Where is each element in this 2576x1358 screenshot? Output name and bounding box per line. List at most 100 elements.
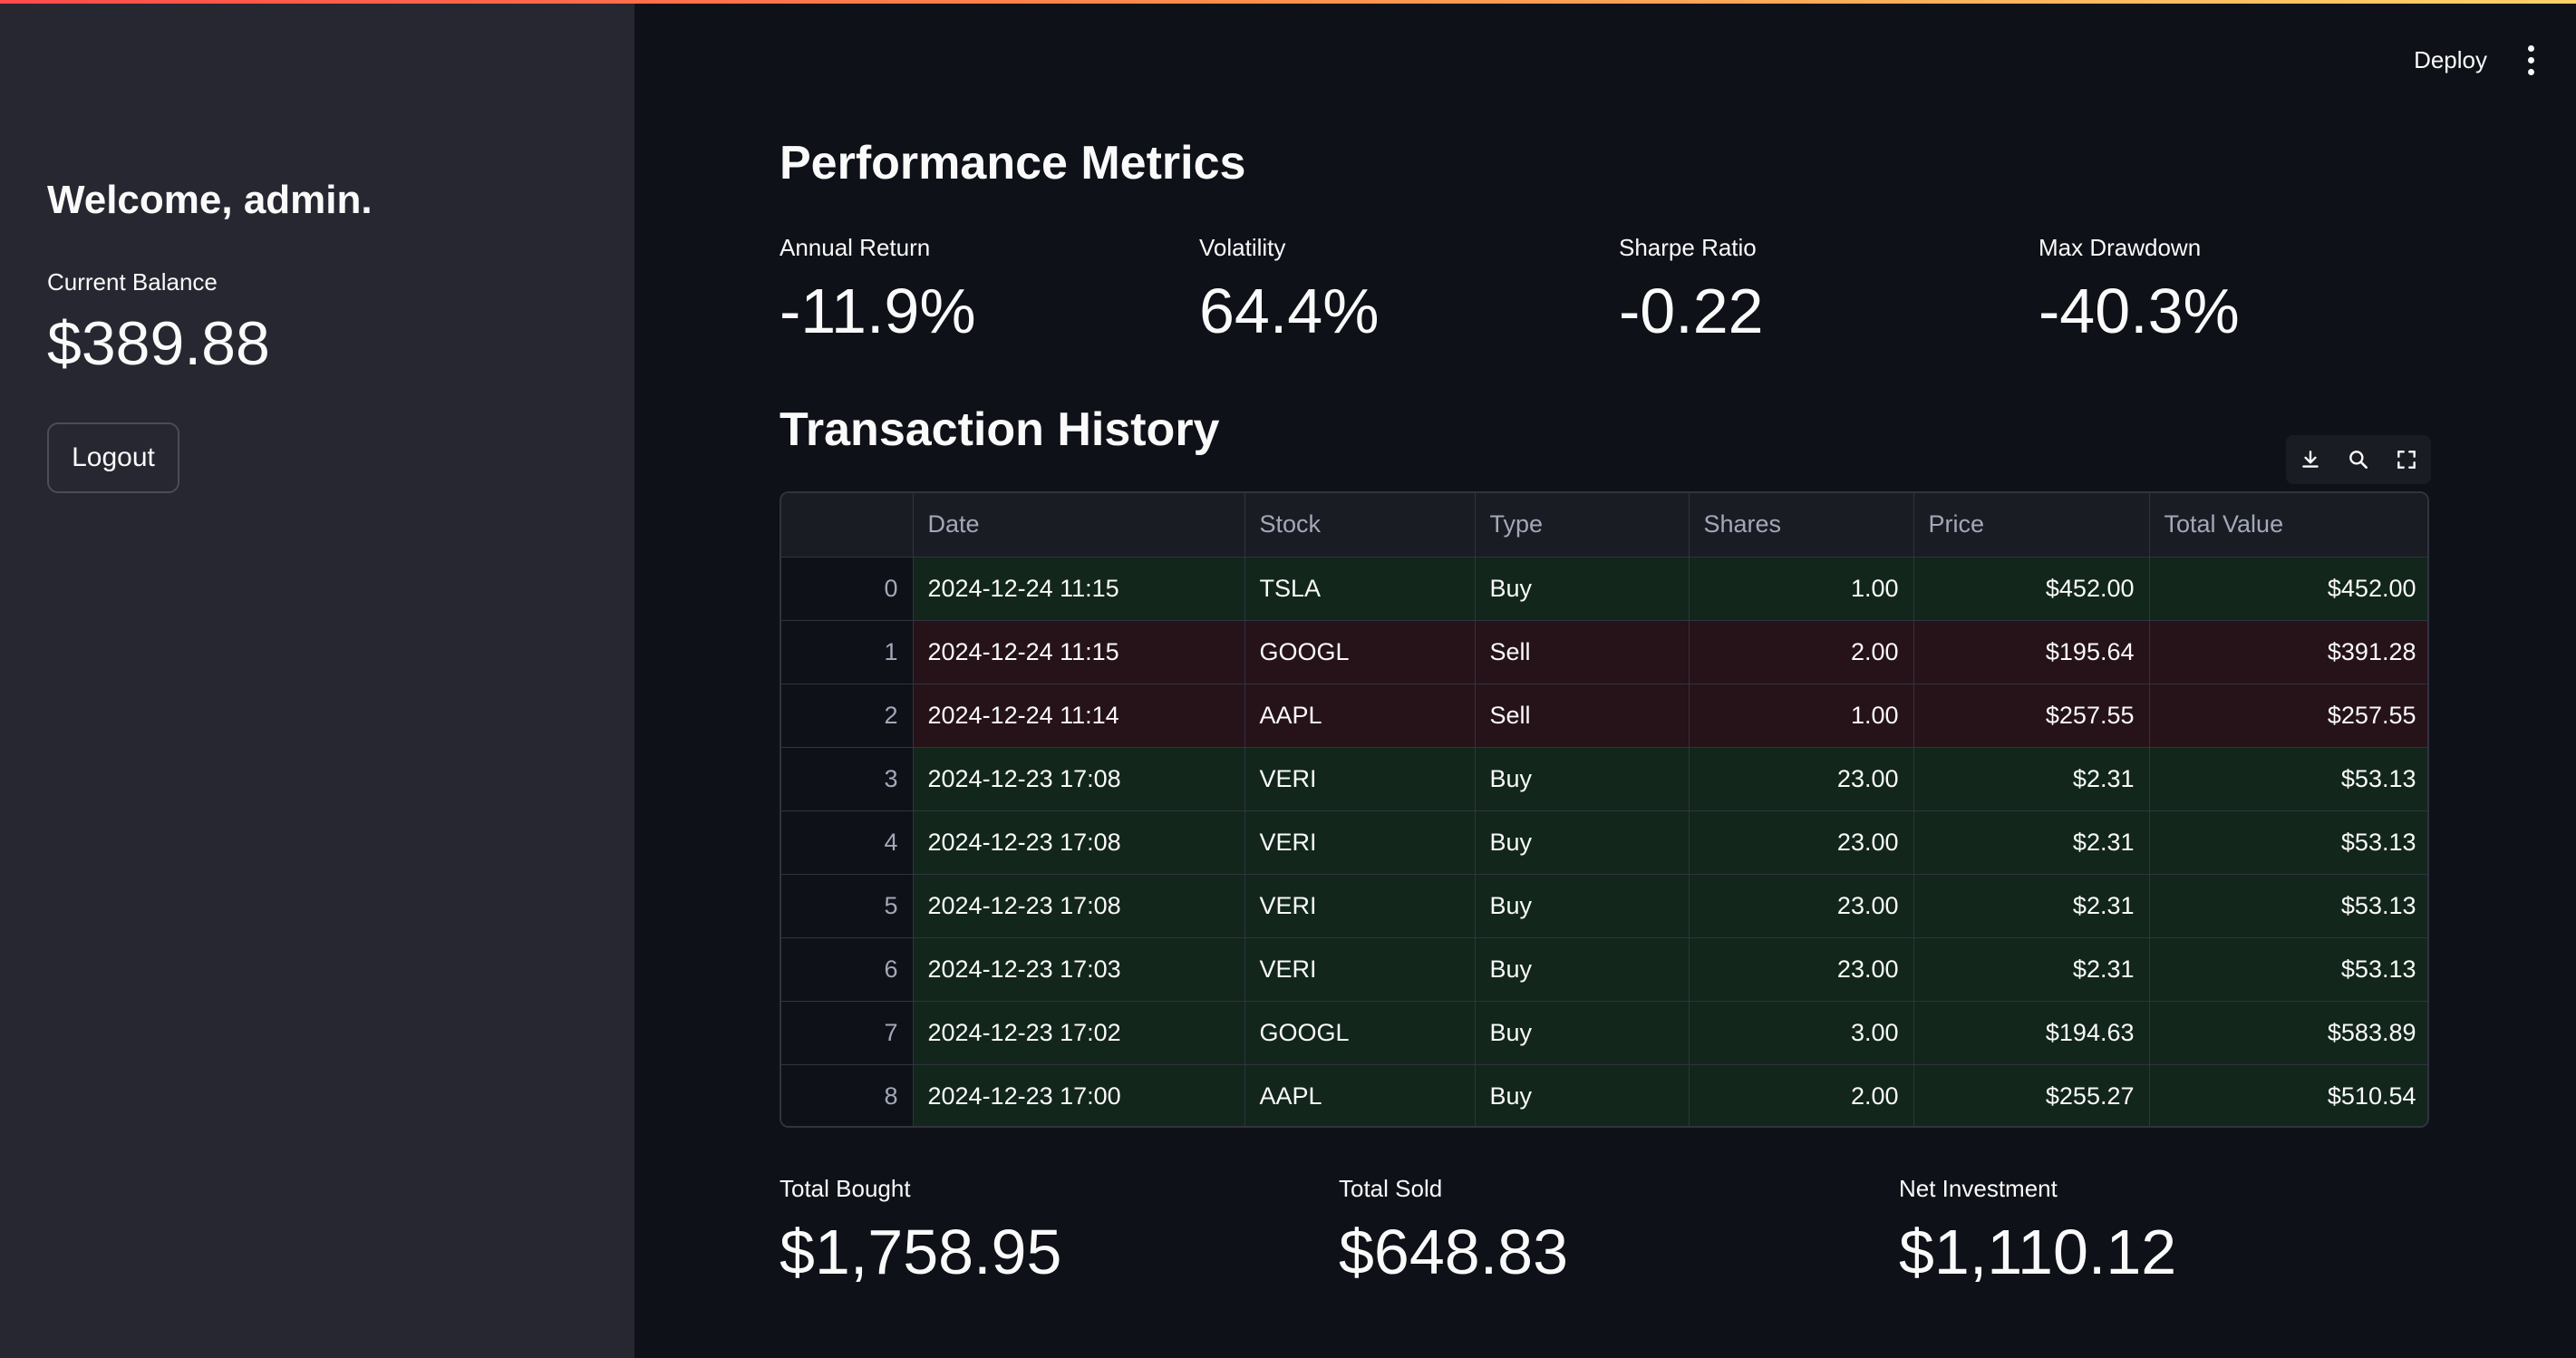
column-header-total-value[interactable]: Total Value — [2149, 493, 2427, 558]
balance-label: Current Balance — [47, 268, 218, 296]
metric-value: -11.9% — [780, 276, 976, 346]
stock-cell[interactable]: VERI — [1244, 937, 1476, 1002]
stock-cell[interactable]: AAPL — [1244, 684, 1476, 748]
shares-cell[interactable]: 3.00 — [1689, 1001, 1914, 1065]
total-value-cell[interactable]: $257.55 — [2149, 684, 2427, 748]
type-cell[interactable]: Sell — [1475, 620, 1690, 684]
table-row[interactable]: 0 2024-12-24 11:15 TSLA Buy 1.00 $452.00 $452.… — [781, 557, 2427, 621]
row-index-cell[interactable]: 0 — [781, 557, 914, 621]
price-cell[interactable]: $2.31 — [1913, 874, 2150, 938]
fullscreen-icon[interactable] — [2395, 448, 2418, 471]
date-cell[interactable]: 2024-12-23 17:08 — [913, 810, 1245, 875]
date-cell[interactable]: 2024-12-23 17:03 — [913, 937, 1245, 1002]
metric-max-drawdown: Max Drawdown -40.3% — [2039, 234, 2240, 347]
row-index-cell[interactable]: 3 — [781, 747, 914, 811]
table-row[interactable]: 3 2024-12-23 17:08 VERI Buy 23.00 $2.31 $53.13 — [781, 747, 2427, 811]
date-cell[interactable]: 2024-12-23 17:08 — [913, 874, 1245, 938]
price-cell[interactable]: $195.64 — [1913, 620, 2150, 684]
shares-cell[interactable]: 23.00 — [1689, 937, 1914, 1002]
shares-cell[interactable]: 2.00 — [1689, 1064, 1914, 1126]
row-index-cell[interactable]: 7 — [781, 1001, 914, 1065]
logout-button[interactable]: Logout — [47, 422, 179, 493]
table-row[interactable]: 8 2024-12-23 17:00 AAPL Buy 2.00 $255.27 $510.… — [781, 1064, 2427, 1126]
welcome-heading: Welcome, admin. — [47, 178, 373, 222]
date-cell[interactable]: 2024-12-23 17:02 — [913, 1001, 1245, 1065]
column-header-price[interactable]: Price — [1913, 493, 2150, 558]
shares-cell[interactable]: 1.00 — [1689, 684, 1914, 748]
shares-cell[interactable]: 1.00 — [1689, 557, 1914, 621]
type-cell[interactable]: Buy — [1475, 1064, 1690, 1126]
table-row[interactable]: 1 2024-12-24 11:15 GOOGL Sell 2.00 $195.64 $39… — [781, 620, 2427, 684]
header-actions: Deploy — [2414, 45, 2540, 75]
search-icon[interactable] — [2347, 448, 2370, 471]
table-row[interactable]: 2 2024-12-24 11:14 AAPL Sell 1.00 $257.55 $257… — [781, 684, 2427, 748]
stock-cell[interactable]: AAPL — [1244, 1064, 1476, 1126]
total-value-cell[interactable]: $391.28 — [2149, 620, 2427, 684]
total-value-cell[interactable]: $510.54 — [2149, 1064, 2427, 1126]
type-cell[interactable]: Buy — [1475, 1001, 1690, 1065]
date-cell[interactable]: 2024-12-24 11:15 — [913, 620, 1245, 684]
row-index-cell[interactable]: 6 — [781, 937, 914, 1002]
price-cell[interactable]: $255.27 — [1913, 1064, 2150, 1126]
summary-label: Total Bought — [780, 1175, 911, 1202]
metric-label: Volatility — [1199, 234, 1286, 261]
row-index-cell[interactable]: 1 — [781, 620, 914, 684]
column-header-stock[interactable]: Stock — [1244, 493, 1476, 558]
price-cell[interactable]: $452.00 — [1913, 557, 2150, 621]
shares-cell[interactable]: 2.00 — [1689, 620, 1914, 684]
shares-cell[interactable]: 23.00 — [1689, 747, 1914, 811]
transaction-table[interactable]: Date Stock Type Shares Price Total Value… — [780, 491, 2429, 1128]
stock-cell[interactable]: VERI — [1244, 874, 1476, 938]
type-cell[interactable]: Buy — [1475, 874, 1690, 938]
price-cell[interactable]: $2.31 — [1913, 747, 2150, 811]
total-value-cell[interactable]: $53.13 — [2149, 937, 2427, 1002]
kebab-menu-icon[interactable] — [2522, 45, 2540, 75]
type-cell[interactable]: Buy — [1475, 810, 1690, 875]
total-value-cell[interactable]: $53.13 — [2149, 747, 2427, 811]
date-cell[interactable]: 2024-12-23 17:00 — [913, 1064, 1245, 1126]
table-row[interactable]: 4 2024-12-23 17:08 VERI Buy 23.00 $2.31 $53.13 — [781, 810, 2427, 875]
shares-cell[interactable]: 23.00 — [1689, 874, 1914, 938]
metric-volatility: Volatility 64.4% — [1199, 234, 1379, 347]
column-header-type[interactable]: Type — [1475, 493, 1690, 558]
row-index-cell[interactable]: 8 — [781, 1064, 914, 1126]
download-icon[interactable] — [2299, 448, 2322, 471]
stock-cell[interactable]: GOOGL — [1244, 620, 1476, 684]
row-index-cell[interactable]: 4 — [781, 810, 914, 875]
type-cell[interactable]: Buy — [1475, 557, 1690, 621]
total-value-cell[interactable]: $53.13 — [2149, 874, 2427, 938]
date-cell[interactable]: 2024-12-23 17:08 — [913, 747, 1245, 811]
row-index-cell[interactable]: 5 — [781, 874, 914, 938]
total-value-cell[interactable]: $452.00 — [2149, 557, 2427, 621]
column-header-date[interactable]: Date — [913, 493, 1245, 558]
date-cell[interactable]: 2024-12-24 11:14 — [913, 684, 1245, 748]
type-cell[interactable]: Sell — [1475, 684, 1690, 748]
price-cell[interactable]: $2.31 — [1913, 810, 2150, 875]
row-index-cell[interactable]: 2 — [781, 684, 914, 748]
metric-value: 64.4% — [1199, 276, 1380, 346]
stock-cell[interactable]: TSLA — [1244, 557, 1476, 621]
stock-cell[interactable]: GOOGL — [1244, 1001, 1476, 1065]
type-cell[interactable]: Buy — [1475, 747, 1690, 811]
stock-cell[interactable]: VERI — [1244, 810, 1476, 875]
performance-title: Performance Metrics — [780, 137, 1246, 189]
deploy-button[interactable]: Deploy — [2414, 46, 2487, 73]
stock-cell[interactable]: VERI — [1244, 747, 1476, 811]
table-row[interactable]: 7 2024-12-23 17:02 GOOGL Buy 3.00 $194.63 $583… — [781, 1001, 2427, 1065]
price-cell[interactable]: $2.31 — [1913, 937, 2150, 1002]
type-cell[interactable]: Buy — [1475, 937, 1690, 1002]
metric-sharpe-ratio: Sharpe Ratio -0.22 — [1619, 234, 1764, 347]
metric-label: Sharpe Ratio — [1619, 234, 1757, 261]
column-header-shares[interactable]: Shares — [1689, 493, 1914, 558]
shares-cell[interactable]: 23.00 — [1689, 810, 1914, 875]
total-value-cell[interactable]: $53.13 — [2149, 810, 2427, 875]
column-header-index[interactable] — [781, 493, 914, 558]
price-cell[interactable]: $257.55 — [1913, 684, 2150, 748]
summary-value: $648.83 — [1339, 1217, 1569, 1287]
price-cell[interactable]: $194.63 — [1913, 1001, 2150, 1065]
date-cell[interactable]: 2024-12-24 11:15 — [913, 557, 1245, 621]
total-value-cell[interactable]: $583.89 — [2149, 1001, 2427, 1065]
table-row[interactable]: 5 2024-12-23 17:08 VERI Buy 23.00 $2.31 $53.13 — [781, 874, 2427, 938]
table-row[interactable]: 6 2024-12-23 17:03 VERI Buy 23.00 $2.31 $53.13 — [781, 937, 2427, 1002]
